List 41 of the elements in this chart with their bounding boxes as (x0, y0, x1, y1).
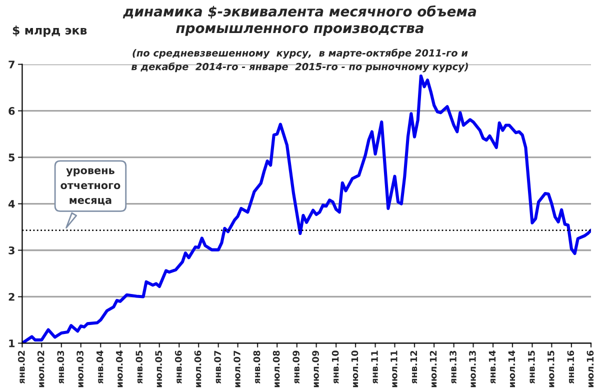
x-tick-label: янв.03 (57, 350, 64, 384)
x-tick-label: янв.14 (488, 350, 496, 384)
x-tick-label: июл.11 (390, 350, 398, 388)
x-tick-label: июл.03 (76, 350, 84, 388)
y-tick-label: 2 (8, 292, 14, 301)
x-tick-label: янв.02 (18, 350, 25, 384)
x-tick-label: янв.16 (567, 350, 574, 384)
x-tick-label: июл.08 (272, 350, 280, 388)
x-tick-label: июл.16 (586, 350, 594, 388)
x-tick-label: июл.05 (155, 350, 162, 388)
y-tick-label: 7 (8, 60, 14, 68)
x-tick-label: июл.09 (312, 350, 319, 388)
chart-title: динамика $-эквивалента месячного объема промышленного производства (122, 5, 476, 36)
ref-line-label: уровень отчетного месяца (60, 168, 120, 206)
y-tick-label: 3 (8, 246, 14, 254)
x-tick-label: янв.07 (214, 350, 221, 384)
y-tick-label: 4 (8, 200, 15, 208)
x-tick-label: янв.11 (371, 350, 378, 384)
x-tick-label: янв.06 (174, 350, 182, 384)
x-tick-label: июл.12 (430, 350, 437, 388)
x-tick-label: июл.10 (351, 350, 358, 388)
x-tick-label: июл.14 (508, 350, 516, 388)
x-tick-label: янв.13 (450, 350, 456, 384)
x-tick-label: янв.08 (253, 350, 260, 384)
x-tick-label: июл.07 (234, 350, 240, 388)
x-tick-label: июл.04 (116, 350, 123, 388)
x-tick-label: янв.05 (136, 350, 143, 384)
x-tick-label: июл.06 (194, 350, 202, 388)
x-tick-label: янв.10 (332, 350, 339, 384)
y-tick-label: 6 (8, 107, 15, 115)
x-tick-label: июл.13 (469, 350, 476, 388)
y-tick-label: 5 (8, 154, 15, 162)
x-tick-label: июл.02 (37, 350, 44, 388)
x-tick-label: янв.09 (292, 350, 300, 384)
chart-subtitle: (по средневзвешенному курсу, в марте-октябре 2011-го и в декабре 2014-го - январе 2015-го - по рыночному курсу) (131, 48, 468, 72)
x-tick-label: июл.15 (548, 350, 554, 388)
x-tick-label: янв.15 (528, 350, 535, 384)
y-tick-label: 1 (9, 340, 15, 348)
x-tick-label: янв.04 (96, 350, 104, 384)
y-axis-title: $ млрд экв (12, 25, 87, 37)
x-tick-label: янв.12 (410, 350, 417, 384)
